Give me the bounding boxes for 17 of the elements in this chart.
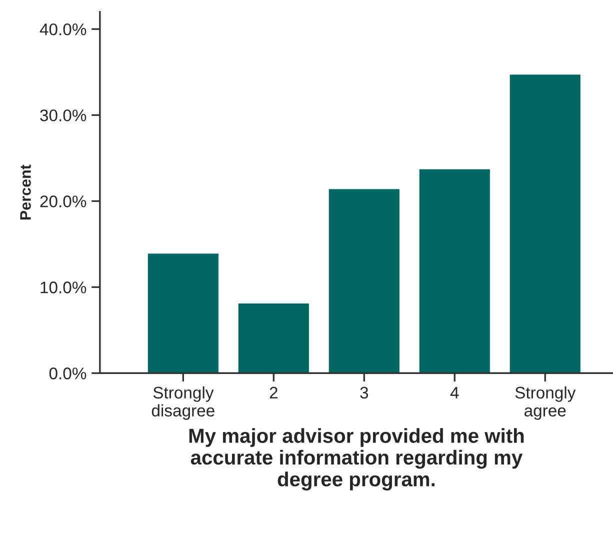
y-tick-label: 0.0% (49, 368, 86, 380)
bar (238, 303, 309, 374)
x-tick-label: Strongly agree (515, 386, 576, 420)
y-axis-title: Percent (20, 164, 31, 220)
bar (328, 189, 400, 374)
x-tick-label: 4 (450, 386, 459, 398)
x-axis-title: My major advisor provided me with accurate information regarding my degree program. (189, 428, 524, 490)
y-tick-label: 40.0% (40, 23, 86, 36)
bar (510, 74, 580, 374)
x-tick-label: Strongly disagree (152, 386, 214, 420)
x-tick-label: 3 (360, 386, 368, 399)
y-tick-label: 30.0% (40, 110, 86, 122)
y-tick-label: 10.0% (40, 282, 86, 294)
bar (148, 254, 218, 374)
y-tick-label: 20.0% (40, 196, 86, 208)
x-tick-label: 2 (270, 386, 278, 398)
bar (419, 169, 490, 374)
